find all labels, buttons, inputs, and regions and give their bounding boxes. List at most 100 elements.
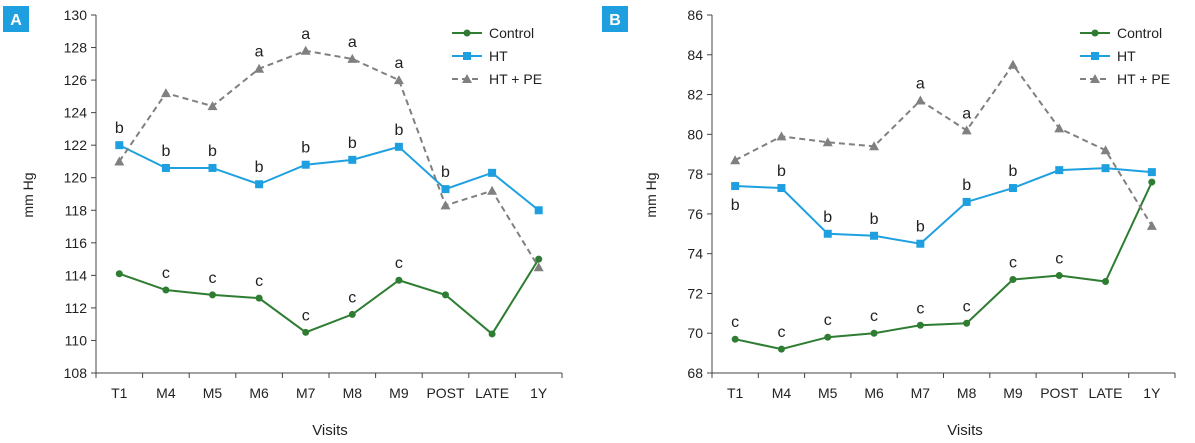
y-tick-label: 84 — [687, 47, 703, 63]
y-tick-label: 70 — [687, 325, 703, 341]
data-point-control — [1055, 272, 1063, 280]
legend-label: HT + PE — [489, 71, 542, 87]
data-point-control — [162, 286, 170, 294]
y-tick-label: 108 — [64, 365, 88, 381]
x-tick-label: POST — [426, 385, 465, 401]
y-tick-label: 68 — [687, 365, 703, 381]
panel-badge: B — [602, 6, 628, 32]
significance-label: b — [161, 143, 170, 160]
data-point-control — [777, 345, 785, 353]
x-tick-label: M4 — [156, 385, 176, 401]
data-point-htpe — [776, 131, 787, 141]
significance-label: b — [348, 135, 357, 152]
significance-label: b — [115, 120, 124, 137]
legend-label: Control — [1117, 25, 1162, 41]
x-tick-label: T1 — [111, 385, 128, 401]
y-tick-label: 116 — [65, 235, 88, 251]
legend-entry-control: Control — [452, 25, 534, 41]
legend-marker — [1091, 52, 1099, 60]
data-point-htpe — [300, 45, 311, 55]
data-point-control — [209, 291, 216, 299]
data-point-control — [1009, 276, 1017, 284]
legend-entry-ht: HT — [452, 48, 508, 64]
data-point-control — [442, 291, 449, 299]
data-point-htpe — [533, 262, 544, 272]
significance-label: b — [208, 143, 217, 160]
y-tick-label: 82 — [687, 87, 703, 103]
data-point-htpe — [869, 141, 880, 151]
significance-label: c — [255, 273, 263, 290]
panel-label: B — [609, 12, 621, 29]
series-htpe: a a a a — [114, 26, 544, 272]
x-tick-label: M8 — [343, 385, 363, 401]
data-point-ht — [777, 184, 786, 193]
y-tick-label: 126 — [64, 72, 88, 88]
x-tick-label: M7 — [911, 385, 931, 401]
series-line-control — [734, 181, 1153, 351]
significance-label: c — [209, 270, 217, 287]
legend-marker — [1090, 74, 1100, 83]
data-point-ht — [115, 141, 124, 150]
data-point-ht — [534, 206, 543, 215]
series-line-ht — [118, 144, 540, 212]
significance-label: b — [777, 163, 786, 180]
data-point-control — [1102, 278, 1110, 286]
x-tick-label: M8 — [957, 385, 977, 401]
y-tick-label: 122 — [64, 137, 88, 153]
significance-label: b — [916, 219, 925, 236]
series-line-htpe — [118, 49, 540, 268]
data-point-htpe — [1100, 145, 1111, 155]
x-tick-label: LATE — [1089, 385, 1123, 401]
series-line-ht — [735, 167, 1152, 245]
significance-label: c — [824, 312, 832, 329]
legend-marker — [462, 74, 472, 83]
y-tick-label: 78 — [687, 166, 703, 182]
significance-label: a — [255, 44, 264, 61]
significance-label: c — [916, 300, 924, 317]
legend-marker — [463, 29, 471, 37]
x-axis-title: Visits — [947, 422, 983, 439]
data-point-htpe — [822, 137, 833, 147]
data-point-ht — [255, 180, 264, 189]
data-point-control — [535, 255, 543, 263]
x-tick-label: M5 — [203, 385, 223, 401]
x-tick-label: M9 — [1003, 385, 1023, 401]
data-point-ht — [161, 163, 170, 172]
data-point-ht — [823, 229, 832, 238]
data-point-htpe — [114, 156, 125, 166]
series-ht: b b b b b b b — [731, 163, 1156, 248]
data-point-ht — [208, 163, 217, 172]
data-point-ht — [916, 239, 925, 248]
legend-marker — [1091, 29, 1099, 37]
series-htpe: aa — [730, 59, 1157, 230]
significance-label: a — [348, 34, 357, 51]
data-point-control — [488, 330, 496, 338]
data-point-htpe — [347, 53, 358, 63]
data-point-htpe — [1146, 220, 1157, 230]
chart-panel-b: B 68 70 72 74 76 78 80 82 84 86 T1 M4 M5 M6 M7 M8 M9 POST L… — [602, 6, 1176, 439]
data-point-control — [870, 329, 878, 337]
legend-label: HT + PE — [1117, 71, 1170, 87]
x-tick-label: POST — [1040, 385, 1079, 401]
series-line-htpe — [734, 63, 1153, 227]
significance-label: c — [963, 298, 971, 315]
x-tick-label: 1Y — [1143, 385, 1161, 401]
data-point-control — [1148, 178, 1156, 186]
significance-label: c — [777, 324, 785, 341]
series-line-control — [118, 258, 540, 336]
significance-label: c — [302, 307, 310, 324]
series-ht: b b b b b b b b — [115, 120, 543, 215]
significance-label: c — [1055, 251, 1063, 268]
data-point-ht — [731, 182, 740, 191]
significance-label: b — [823, 209, 832, 226]
data-point-control — [115, 270, 123, 278]
legend-label: HT — [489, 48, 508, 64]
data-point-ht — [1055, 166, 1064, 175]
data-point-htpe — [393, 75, 404, 85]
x-tick-label: M5 — [818, 385, 838, 401]
significance-label: b — [1008, 163, 1017, 180]
data-point-control — [302, 328, 310, 336]
data-point-control — [963, 319, 971, 327]
panel-badge-box — [3, 6, 29, 32]
